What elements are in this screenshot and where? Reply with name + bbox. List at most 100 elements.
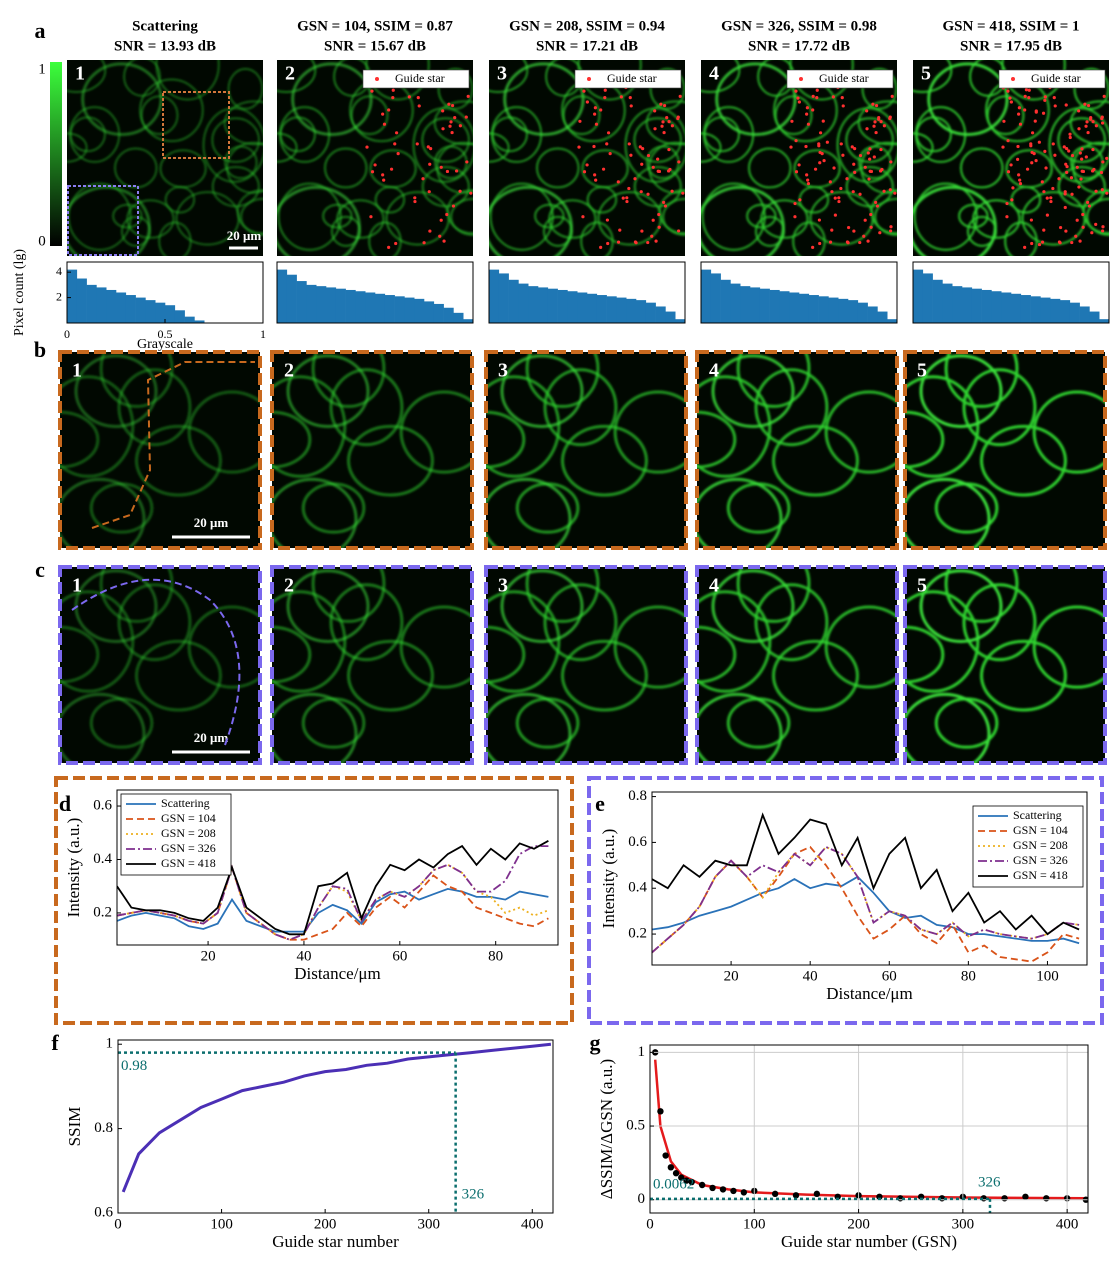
guide-star: [889, 160, 893, 164]
guide-star: [846, 225, 851, 230]
guide-star: [1079, 177, 1083, 181]
guide-star: [1008, 96, 1012, 100]
bar: [759, 288, 770, 323]
guide-star: [879, 147, 883, 152]
reference-label: 326: [978, 1174, 1001, 1190]
series-line: [117, 887, 549, 933]
guide-star: [389, 167, 394, 171]
image-number: 1: [72, 360, 82, 382]
guide-star: [450, 103, 455, 108]
guide-star: [1006, 89, 1010, 93]
y-tick-label: 0.8: [628, 788, 647, 804]
guide-star: [882, 124, 886, 128]
guide-star: [1025, 167, 1030, 171]
guide-star: [1070, 153, 1075, 158]
guide-star: [1027, 96, 1031, 100]
legend-marker: [1011, 77, 1015, 81]
panel-label: d: [59, 791, 71, 816]
cell-outline: [60, 375, 135, 478]
cell-outline: [240, 197, 263, 236]
cell-outline: [123, 60, 161, 97]
guide-star: [442, 239, 446, 243]
axes-frame: [117, 1039, 554, 1214]
bar: [932, 279, 943, 323]
bar: [96, 287, 107, 323]
guide-star: [422, 241, 426, 245]
guide-star: [1023, 108, 1027, 112]
image-number: 4: [709, 360, 719, 382]
guide-star: [1029, 218, 1033, 222]
guide-star: [387, 245, 391, 249]
bar: [174, 310, 185, 323]
guide-star: [608, 152, 612, 156]
guide-star: [1051, 186, 1055, 191]
cell-outline: [658, 189, 685, 235]
guide-star: [805, 112, 809, 116]
guide-star: [869, 212, 873, 217]
guide-star: [618, 228, 622, 232]
guide-star: [1052, 96, 1056, 100]
image-number: 4: [709, 63, 719, 85]
guide-star: [878, 231, 882, 235]
cell-outline: [980, 639, 1067, 712]
cell-outline: [754, 368, 829, 447]
bar: [335, 288, 346, 323]
cell-outline: [277, 182, 342, 251]
image-border: [484, 565, 688, 765]
bar: [962, 287, 973, 323]
cell-outline: [874, 197, 897, 236]
image: [272, 567, 472, 763]
series-line: [117, 864, 549, 941]
bar: [577, 292, 588, 323]
large-cell: [272, 692, 358, 763]
reference-label: 326: [462, 1186, 485, 1202]
guide-star: [653, 127, 657, 131]
y-axis-label: SSIM: [65, 1107, 84, 1147]
bar: [1069, 302, 1080, 323]
colorbar: [50, 62, 62, 246]
cell-outline: [329, 368, 404, 447]
guide-star: [833, 213, 837, 217]
bar: [971, 288, 982, 323]
image-border: [270, 565, 474, 765]
image-number: 3: [498, 360, 508, 382]
cell-outline: [613, 390, 686, 474]
guide-star: [837, 199, 841, 204]
cell-outline: [857, 100, 897, 146]
y-axis-label: ΔSSIM/ΔGSN (a.u.): [597, 1059, 616, 1199]
cell-outline: [845, 117, 894, 163]
guide-star: [426, 145, 430, 149]
guide-star: [879, 120, 883, 124]
guide-star: [1064, 103, 1068, 107]
guide-star: [441, 127, 445, 131]
guide-star: [831, 95, 835, 99]
x-tick-label: 0: [64, 327, 70, 341]
axes-frame: [651, 791, 1088, 966]
cell-outline: [135, 424, 222, 497]
image-bg: [272, 567, 472, 763]
panel-box: [54, 776, 574, 1025]
guide-star: [889, 229, 893, 233]
guide-star: [578, 119, 582, 123]
series-line: [652, 845, 1080, 954]
scale-bar-label: 20 μm: [227, 228, 262, 243]
guide-star: [1010, 198, 1014, 202]
guide-star: [394, 131, 399, 135]
guide-star: [1024, 88, 1029, 92]
x-tick-label: 40: [803, 968, 818, 984]
cell-outline: [561, 424, 648, 497]
image: [913, 60, 1109, 256]
bar: [518, 283, 529, 323]
guide-star: [646, 240, 650, 245]
guide-star: [421, 177, 425, 181]
bar: [184, 316, 195, 323]
guide-star: [373, 163, 377, 167]
cell-outline: [905, 590, 980, 693]
guide-star: [1094, 222, 1098, 226]
cell-outline: [277, 60, 317, 93]
guide-star: [1068, 135, 1072, 140]
plot-area: [489, 269, 685, 323]
bar: [365, 292, 376, 323]
large-cell: [711, 354, 795, 428]
large-cell: [291, 62, 373, 136]
